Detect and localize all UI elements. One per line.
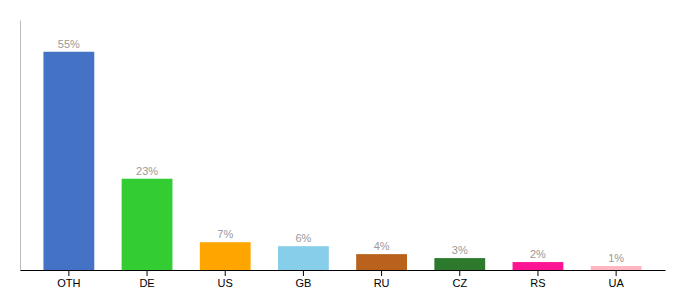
y-axis [20,21,21,271]
x-tick: RS [530,270,545,289]
x-tick-label: GB [295,277,311,289]
x-tick-label: DE [139,277,154,289]
data-label: 1% [608,252,624,264]
bar [200,242,251,270]
x-tick: CZ [452,270,467,289]
x-tick-label: UA [608,277,624,289]
bars [43,52,641,270]
x-tick-label: RS [530,277,545,289]
x-tick-mark [303,270,304,276]
data-label: 3% [452,244,468,256]
x-tick-label: RU [374,277,390,289]
x-tick-mark [147,270,148,276]
x-tick: US [218,270,233,289]
x-tick-mark [225,270,226,276]
x-axis: OTH DE US GB RU CZ RS UA [21,270,666,289]
x-tick-label: CZ [452,277,467,289]
data-label: 4% [374,240,390,252]
x-tick-label: OTH [57,277,80,289]
x-tick-mark [68,270,69,276]
bar [122,179,173,270]
bar [356,254,407,270]
data-label: 23% [136,165,158,177]
x-tick-mark [459,270,460,276]
x-tick: OTH [57,270,80,289]
x-tick: RU [374,270,390,289]
plot: OTH DE US GB RU CZ RS UA 55% 23% 7% 6% 4% 3% 2% 1% [21,21,666,289]
data-label: 55% [58,38,80,50]
x-tick: DE [139,270,154,289]
y-axis-line [20,21,21,271]
x-tick-mark [537,270,538,276]
bar [513,262,564,270]
x-tick-mark [381,270,382,276]
data-label: 7% [217,228,233,240]
x-tick-label: US [218,277,233,289]
x-tick-mark [616,270,617,276]
data-label: 6% [295,232,311,244]
chart: OTH DE US GB RU CZ RS UA 55% 23% 7% 6% 4% 3% 2% 1% [0,0,680,300]
data-labels: 55% 23% 7% 6% 4% 3% 2% 1% [58,38,624,264]
bar [43,52,94,270]
x-tick: UA [608,270,624,289]
data-label: 2% [530,248,546,260]
bar [278,246,329,270]
bar [434,258,485,270]
bar [591,266,642,270]
x-axis-line [21,270,666,271]
x-tick: GB [295,270,311,289]
